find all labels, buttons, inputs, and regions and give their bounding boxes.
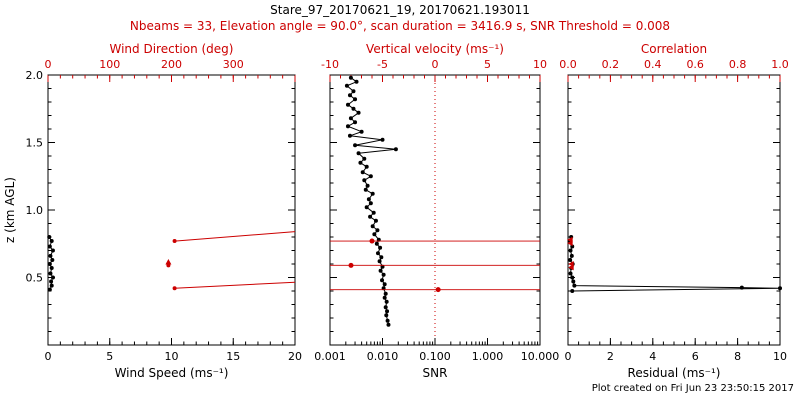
svg-text:0.6: 0.6 <box>686 58 704 71</box>
panel-residual-correlation: 0 2 4 6 8 10 Residual (ms⁻¹) 0.0 0.2 0.4 0.6 0.8 1.0… <box>559 42 789 380</box>
panel-wind-speed-direction: 0 5 10 15 20 Wind Speed (ms⁻¹) 0 100 200 300 Wind … <box>3 42 302 380</box>
svg-text:15: 15 <box>226 350 240 363</box>
svg-text:1.0: 1.0 <box>771 58 789 71</box>
svg-text:-10: -10 <box>321 58 339 71</box>
svg-text:1.0: 1.0 <box>26 204 44 217</box>
svg-text:Wind Speed (ms⁻¹): Wind Speed (ms⁻¹) <box>115 366 229 380</box>
svg-text:10.000: 10.000 <box>521 350 560 363</box>
svg-text:5: 5 <box>106 350 113 363</box>
svg-text:1.5: 1.5 <box>26 137 44 150</box>
svg-text:Wind Direction (deg): Wind Direction (deg) <box>110 42 234 56</box>
svg-text:z (km AGL): z (km AGL) <box>3 177 17 243</box>
svg-text:Correlation: Correlation <box>641 42 707 56</box>
svg-text:0.0: 0.0 <box>559 58 577 71</box>
svg-text:0: 0 <box>45 58 52 71</box>
svg-text:0.001: 0.001 <box>314 350 346 363</box>
svg-text:Residual (ms⁻¹): Residual (ms⁻¹) <box>628 366 721 380</box>
panel-snr-vertical-velocity: 0.001 0.010 0.100 1.000 10.000 SNR -10 -5 0 5 10 Ve… <box>314 42 559 380</box>
svg-text:0.4: 0.4 <box>644 58 662 71</box>
plot-created-timestamp: Plot created on Fri Jun 23 23:50:15 2017 <box>591 383 794 394</box>
svg-text:Vertical velocity (ms⁻¹): Vertical velocity (ms⁻¹) <box>366 42 504 56</box>
svg-text:10: 10 <box>533 58 547 71</box>
svg-text:5: 5 <box>484 58 491 71</box>
svg-text:0.5: 0.5 <box>26 272 44 285</box>
svg-text:6: 6 <box>692 350 699 363</box>
svg-text:1.000: 1.000 <box>472 350 504 363</box>
svg-text:8: 8 <box>734 350 741 363</box>
svg-text:2.0: 2.0 <box>26 69 44 82</box>
plot-subtitle: Nbeams = 33, Elevation angle = 90.0°, sc… <box>129 19 671 33</box>
svg-text:20: 20 <box>288 350 302 363</box>
svg-text:0.100: 0.100 <box>419 350 451 363</box>
svg-text:4: 4 <box>649 350 656 363</box>
svg-text:0.8: 0.8 <box>729 58 747 71</box>
svg-text:0.2: 0.2 <box>602 58 620 71</box>
svg-text:0: 0 <box>565 350 572 363</box>
svg-text:-5: -5 <box>377 58 388 71</box>
svg-text:SNR: SNR <box>423 366 448 380</box>
svg-text:0: 0 <box>45 350 52 363</box>
svg-text:2: 2 <box>607 350 614 363</box>
svg-text:200: 200 <box>161 58 182 71</box>
plot-title: Stare_97_20170621_19, 20170621.193011 <box>270 3 530 17</box>
svg-text:0: 0 <box>432 58 439 71</box>
svg-text:100: 100 <box>99 58 120 71</box>
svg-text:300: 300 <box>223 58 244 71</box>
svg-text:10: 10 <box>165 350 179 363</box>
svg-text:10: 10 <box>773 350 787 363</box>
svg-text:0.010: 0.010 <box>367 350 399 363</box>
